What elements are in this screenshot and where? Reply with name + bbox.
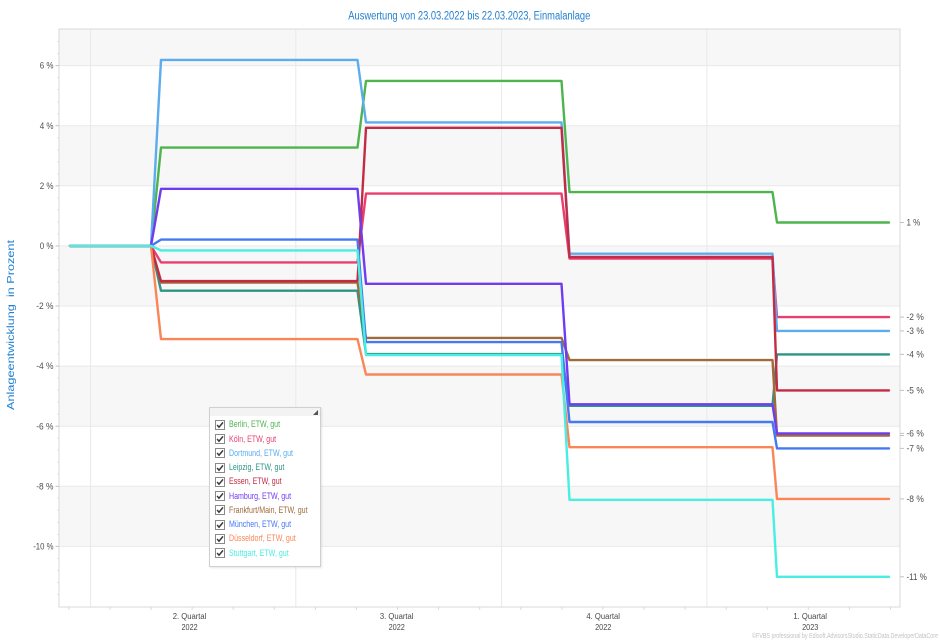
svg-text:4. Quartal: 4. Quartal [586,611,620,621]
svg-text:-11 %: -11 % [907,572,927,582]
svg-text:-3 %: -3 % [907,326,924,336]
svg-text:2023: 2023 [802,622,818,632]
svg-text:-2 %: -2 % [36,301,53,311]
svg-text:-2 %: -2 % [907,312,924,322]
svg-text:2. Quartal: 2. Quartal [173,611,207,621]
svg-text:6 %: 6 % [40,61,54,71]
svg-text:1 %: 1 % [907,218,921,228]
svg-text:0 %: 0 % [40,241,54,251]
svg-text:-4 %: -4 % [36,361,53,371]
svg-text:©FVBS professional by Edisoft.: ©FVBS professional by Edisoft.AdvisorsSt… [752,631,938,640]
svg-text:-5 %: -5 % [907,386,924,396]
svg-text:4 %: 4 % [40,121,54,131]
svg-text:2022: 2022 [389,622,405,632]
svg-text:-10 %: -10 % [33,542,53,552]
svg-text:2022: 2022 [595,622,611,632]
svg-text:-8 %: -8 % [907,494,924,504]
svg-text:-6 %: -6 % [907,429,924,439]
svg-text:-7 %: -7 % [907,444,924,454]
svg-text:1. Quartal: 1. Quartal [793,611,827,621]
svg-text:Auswertung von 23.03.2022 bis: Auswertung von 23.03.2022 bis 22.03.2023… [348,10,590,22]
svg-text:2022: 2022 [182,622,198,632]
svg-text:-8 %: -8 % [36,481,53,491]
svg-text:-4 %: -4 % [907,350,924,360]
svg-text:Anlageentwicklung in Prozent: Anlageentwicklung in Prozent [6,240,17,410]
svg-text:-6 %: -6 % [36,421,53,431]
svg-text:2 %: 2 % [40,181,54,191]
svg-text:3. Quartal: 3. Quartal [380,611,414,621]
